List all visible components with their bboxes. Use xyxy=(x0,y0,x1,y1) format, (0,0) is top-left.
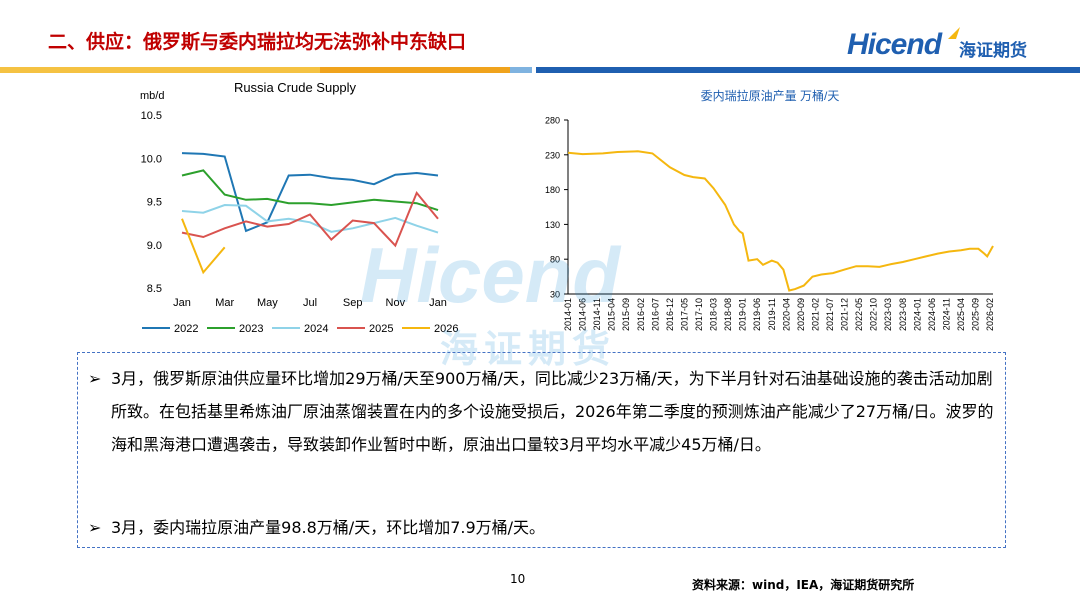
header-color-band xyxy=(0,67,1080,73)
series-line-2023 xyxy=(181,169,439,212)
x-tick-label: 2017-10 xyxy=(694,298,704,331)
legend-label: 2022 xyxy=(174,323,198,335)
y-tick-label: 10.5 xyxy=(141,110,162,122)
venezuela-production-chart: 委内瑞拉原油产量 万桶/天 280 230 180 130 80 30 2014-01 20… xyxy=(545,88,995,331)
y-tick-label: 130 xyxy=(545,220,560,230)
x-tick-label: 2019-11 xyxy=(767,298,777,330)
series-line-2022 xyxy=(181,152,439,233)
legend-label: 2024 xyxy=(304,323,328,335)
x-tick-label: 2023-08 xyxy=(898,298,908,331)
x-tick-label: 2023-03 xyxy=(883,298,893,331)
x-tick-label: 2019-06 xyxy=(752,298,762,331)
arrow-bullet-icon: ➢ xyxy=(88,369,102,388)
x-tick-label: 2020-09 xyxy=(796,298,806,331)
y-tick-label: 9.0 xyxy=(147,240,162,252)
y-tick-label: 230 xyxy=(545,150,560,160)
y-tick-label: 10.0 xyxy=(141,153,162,165)
x-tick-label: Jul xyxy=(303,297,317,309)
x-tick-label: 2021-07 xyxy=(825,298,835,331)
chart-title: Russia Crude Supply xyxy=(234,80,357,95)
x-tick-label: 2014-01 xyxy=(563,298,573,331)
x-tick-label: 2017-05 xyxy=(679,298,689,331)
legend-label: 2026 xyxy=(434,323,458,335)
x-tick-label: 2019-01 xyxy=(738,298,748,331)
commentary-paragraph-venezuela: 3月，委内瑞拉原油产量98.8万桶/天，环比增加7.9万桶/天。 xyxy=(111,518,546,537)
production-line xyxy=(567,150,994,292)
x-tick-label: 2014-06 xyxy=(578,298,588,331)
y-tick-label: 180 xyxy=(545,185,560,195)
y-axis-unit: mb/d xyxy=(140,90,164,102)
legend-label: 2025 xyxy=(369,323,393,335)
x-tick-label: 2016-02 xyxy=(636,298,646,331)
y-tick-label: 80 xyxy=(550,255,560,265)
x-tick-label: 2015-09 xyxy=(621,298,631,331)
x-tick-label: May xyxy=(257,297,278,309)
x-tick-label: 2016-12 xyxy=(665,298,675,331)
legend-label: 2023 xyxy=(239,323,263,335)
x-tick-label: 2021-12 xyxy=(840,298,850,331)
x-tick-label: 2022-05 xyxy=(854,298,864,331)
x-tick-label: 2018-03 xyxy=(709,298,719,331)
x-tick-label: 2015-04 xyxy=(607,298,617,331)
y-tick-label: 280 xyxy=(545,116,560,126)
arrow-bullet-icon: ➢ xyxy=(88,518,102,537)
x-tick-label: Jan xyxy=(173,297,191,309)
x-tick-label: 2020-04 xyxy=(781,298,791,331)
x-tick-label: 2025-09 xyxy=(971,298,981,331)
company-logo: Hicend 海证期货 xyxy=(847,26,1052,66)
commentary-box: ➢ 3月，俄罗斯原油供应量环比增加29万桶/天至900万桶/天，同比减少23万桶… xyxy=(77,352,1006,548)
x-tick-label: 2021-02 xyxy=(810,298,820,331)
x-tick-label: 2024-11 xyxy=(941,298,951,330)
x-tick-label: Jan xyxy=(429,297,447,309)
commentary-paragraph-russia: 3月，俄罗斯原油供应量环比增加29万桶/天至900万桶/天，同比减少23万桶/天… xyxy=(111,369,994,454)
x-tick-label: 2014-11 xyxy=(592,298,602,330)
series-line-2025 xyxy=(181,190,439,248)
page-number: 10 xyxy=(510,572,526,586)
logo-chinese-name: 海证期货 xyxy=(959,41,1027,61)
x-tick-label: 2024-01 xyxy=(912,298,922,331)
y-tick-label: 8.5 xyxy=(147,283,162,295)
logo-wordmark: Hicend xyxy=(847,28,942,61)
x-tick-label: 2024-06 xyxy=(927,298,937,331)
x-tick-label: Mar xyxy=(215,297,234,309)
x-tick-label: Sep xyxy=(343,297,363,309)
x-tick-label: Nov xyxy=(386,297,406,309)
russia-crude-supply-chart: Russia Crude Supply mb/d 10.5 10.0 9.5 9.0 8… xyxy=(140,80,458,335)
x-tick-label: 2025-04 xyxy=(956,298,966,331)
x-tick-label: 2022-10 xyxy=(869,298,879,331)
source-note: 资料来源：wind，IEA，海证期货研究所 xyxy=(692,578,915,592)
page-title: 二、供应：俄罗斯与委内瑞拉均无法弥补中东缺口 xyxy=(48,31,467,53)
chart-title: 委内瑞拉原油产量 万桶/天 xyxy=(701,88,840,103)
x-tick-label: 2016-07 xyxy=(650,298,660,331)
y-tick-label: 9.5 xyxy=(147,197,162,209)
x-tick-label: 2018-08 xyxy=(723,298,733,331)
series-line-2024 xyxy=(181,203,439,234)
logo-flag-icon xyxy=(948,27,960,39)
y-tick-label: 30 xyxy=(550,290,560,300)
series-line-2026 xyxy=(181,218,226,275)
x-tick-label: 2026-02 xyxy=(985,298,995,331)
